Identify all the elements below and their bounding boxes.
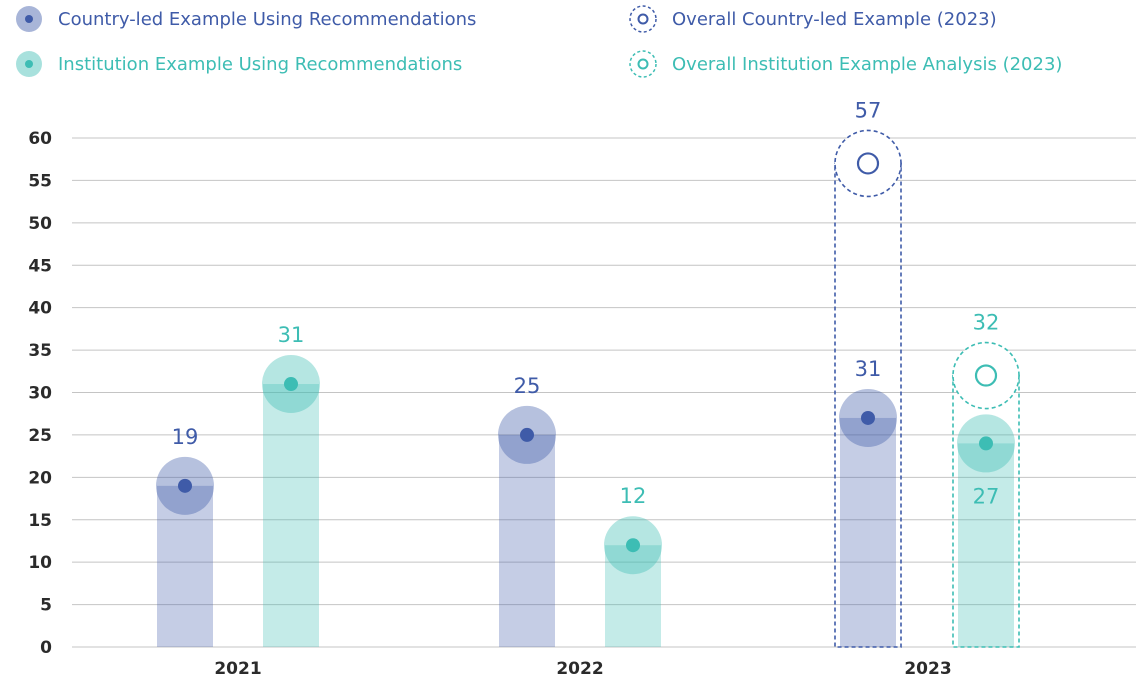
y-tick-label: 5 [40,596,52,616]
bar: 31 [839,357,897,647]
bar: 31 [262,323,320,647]
x-tick-label: 2023 [904,659,951,679]
bar-body [499,434,555,647]
data-label: 25 [514,374,541,398]
data-label: 31 [855,357,882,381]
overall-outline [952,374,1020,648]
data-label: 31 [278,323,305,347]
y-tick-label: 0 [40,638,52,658]
legend-item-country-led: Country-led Example Using Recommendation… [14,4,476,34]
x-tick-label: 2021 [214,659,261,679]
legend: Country-led Example Using Recommendation… [0,0,1140,90]
y-tick-label: 45 [28,256,52,276]
data-label: 12 [620,484,647,508]
overall-value-label: 32 [973,311,1000,335]
overall-marker: 57 [834,98,902,648]
overall-marker: 32 [952,311,1020,648]
bar: 27 [957,414,1015,647]
legend-label-overall-country-led: Overall Country-led Example (2023) [672,8,997,30]
bar-body [958,443,1014,647]
bar-body [605,545,661,647]
overall-bubble [952,341,1020,410]
legend-label-overall-institution: Overall Institution Example Analysis (20… [672,53,1063,75]
y-tick-label: 60 [28,129,52,149]
overall-bubble [834,129,902,198]
legend-label-institution: Institution Example Using Recommendation… [58,53,463,75]
legend-item-institution: Institution Example Using Recommendation… [14,49,462,79]
data-label: 19 [172,425,199,449]
y-tick-label: 55 [28,171,52,191]
y-tick-label: 30 [28,384,52,404]
overall-dot [974,364,998,387]
overall-dot [856,152,880,175]
bar: 12 [604,484,662,647]
legend-item-overall-institution: Overall Institution Example Analysis (20… [628,49,1062,79]
y-tick-label: 35 [28,341,52,361]
x-tick-label: 2022 [556,659,603,679]
bar-dot [626,538,640,553]
y-tick-label: 20 [28,468,52,488]
bar: 19 [156,425,214,647]
y-tick-label: 15 [28,511,52,531]
grid: 0 5 10 15 20 25 30 35 40 45 50 55 60 [28,129,1136,658]
bar-dot [861,410,875,425]
legend-label-country-led: Country-led Example Using Recommendation… [58,8,477,30]
y-tick-label: 25 [28,426,52,446]
bar-chart: 0 5 10 15 20 25 30 35 40 45 50 55 60 2021 2022 2023 57 32… [28,98,1136,679]
legend-item-overall-country-led: Overall Country-led Example (2023) [628,4,997,34]
legend-country-led-marker-icon [16,6,42,32]
bar-body [840,417,896,647]
y-tick-label: 40 [28,299,52,319]
bar-dot [979,436,993,451]
y-tick-label: 50 [28,214,52,234]
legend-institution-marker-icon [16,51,42,77]
data-label: 27 [973,484,1000,508]
overall-outline [834,162,902,648]
bar-dot [520,427,534,442]
bar-body [263,384,319,647]
overall-value-label: 57 [855,98,882,122]
bar-dot [178,478,192,493]
bar: 25 [498,374,556,647]
legend-overall-institution-marker-icon [629,50,657,78]
bar-body [157,485,213,647]
bar-dot [284,377,298,392]
y-tick-label: 10 [28,553,52,573]
legend-overall-country-led-marker-icon [629,5,657,33]
